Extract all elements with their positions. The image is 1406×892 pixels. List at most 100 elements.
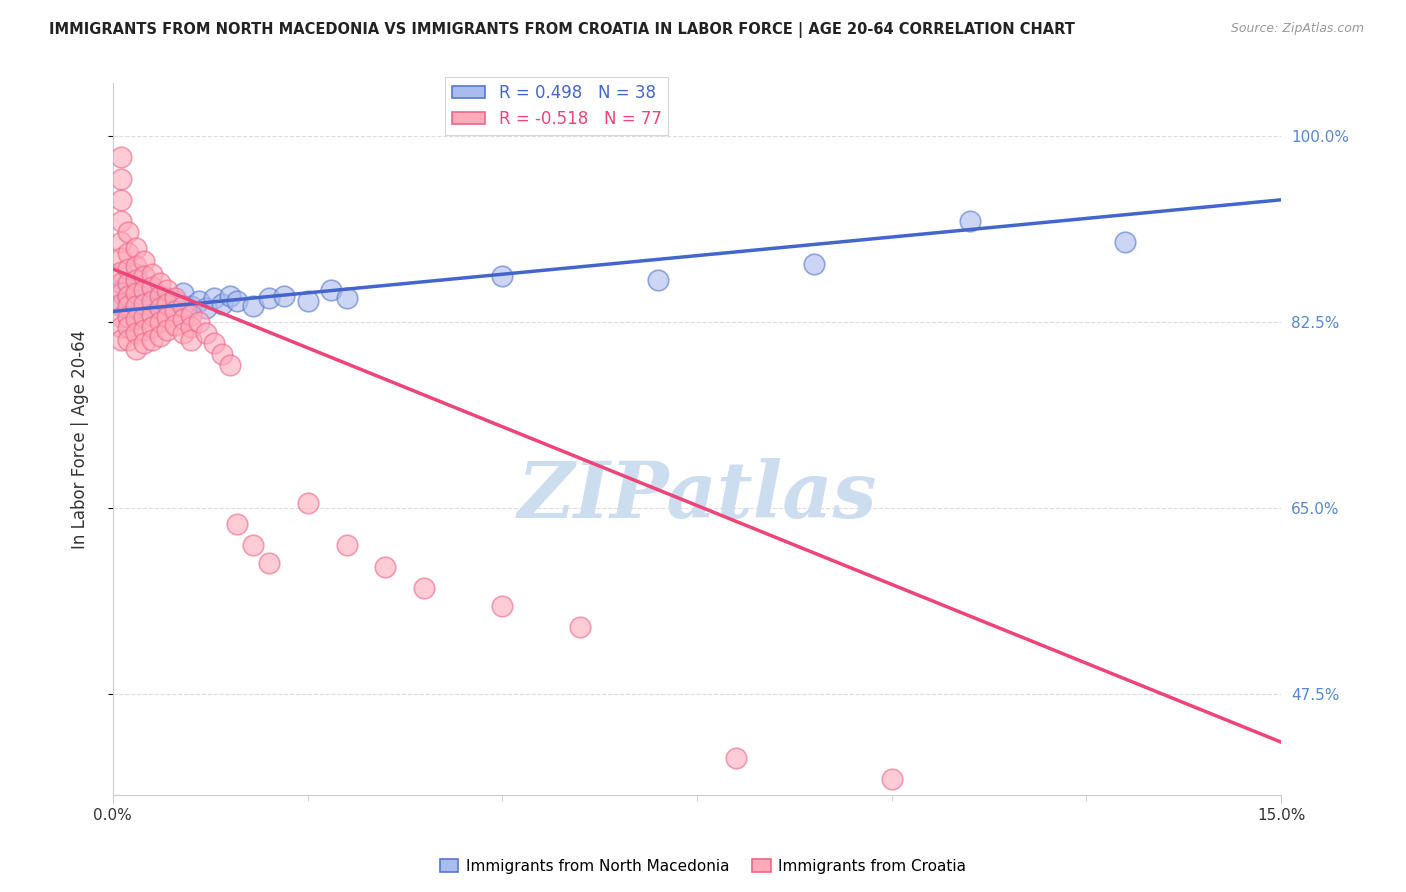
- Point: [803, 257, 825, 271]
- Point: [125, 342, 148, 356]
- Point: [218, 358, 240, 372]
- Point: [141, 280, 163, 294]
- Point: [335, 291, 357, 305]
- Point: [148, 288, 170, 302]
- Point: [172, 312, 194, 326]
- Point: [110, 320, 132, 334]
- Point: [156, 310, 179, 324]
- Point: [297, 496, 319, 510]
- Point: [125, 283, 148, 297]
- Point: [110, 276, 132, 290]
- Point: [647, 272, 669, 286]
- Legend: Immigrants from North Macedonia, Immigrants from Croatia: Immigrants from North Macedonia, Immigra…: [433, 853, 973, 880]
- Point: [257, 291, 280, 305]
- Point: [297, 293, 319, 308]
- Point: [148, 315, 170, 329]
- Point: [374, 559, 396, 574]
- Point: [110, 214, 132, 228]
- Point: [273, 288, 295, 302]
- Point: [156, 322, 179, 336]
- Point: [242, 299, 264, 313]
- Point: [141, 299, 163, 313]
- Point: [195, 301, 218, 316]
- Point: [172, 326, 194, 340]
- Point: [195, 326, 218, 340]
- Point: [141, 320, 163, 334]
- Point: [724, 751, 747, 765]
- Point: [132, 336, 155, 351]
- Point: [148, 299, 170, 313]
- Point: [110, 310, 132, 324]
- Point: [132, 254, 155, 268]
- Point: [172, 286, 194, 301]
- Point: [148, 329, 170, 343]
- Point: [125, 301, 148, 316]
- Point: [1114, 235, 1136, 250]
- Point: [165, 304, 187, 318]
- Point: [110, 265, 132, 279]
- Point: [569, 620, 592, 634]
- Point: [125, 293, 148, 308]
- Point: [110, 299, 132, 313]
- Point: [165, 291, 187, 305]
- Point: [132, 283, 155, 297]
- Point: [117, 288, 139, 302]
- Point: [132, 291, 155, 305]
- Point: [110, 171, 132, 186]
- Point: [132, 310, 155, 324]
- Point: [110, 252, 132, 266]
- Point: [117, 293, 139, 308]
- Point: [156, 291, 179, 305]
- Point: [132, 269, 155, 284]
- Point: [180, 333, 202, 347]
- Point: [117, 310, 139, 324]
- Point: [125, 299, 148, 313]
- Point: [180, 320, 202, 334]
- Point: [180, 299, 202, 313]
- Point: [110, 235, 132, 250]
- Point: [165, 293, 187, 308]
- Point: [180, 308, 202, 322]
- Point: [187, 315, 209, 329]
- Point: [125, 286, 148, 301]
- Point: [141, 293, 163, 308]
- Point: [226, 293, 249, 308]
- Point: [125, 312, 148, 326]
- Point: [156, 297, 179, 311]
- Point: [125, 241, 148, 255]
- Point: [211, 297, 233, 311]
- Point: [141, 293, 163, 308]
- Point: [117, 246, 139, 260]
- Point: [148, 288, 170, 302]
- Y-axis label: In Labor Force | Age 20-64: In Labor Force | Age 20-64: [72, 329, 89, 549]
- Point: [218, 288, 240, 302]
- Point: [125, 326, 148, 340]
- Point: [141, 333, 163, 347]
- Point: [202, 336, 225, 351]
- Point: [959, 214, 981, 228]
- Text: Source: ZipAtlas.com: Source: ZipAtlas.com: [1230, 22, 1364, 36]
- Point: [125, 259, 148, 273]
- Point: [141, 267, 163, 281]
- Point: [141, 308, 163, 322]
- Point: [110, 283, 132, 297]
- Point: [117, 320, 139, 334]
- Text: IMMIGRANTS FROM NORTH MACEDONIA VS IMMIGRANTS FROM CROATIA IN LABOR FORCE | AGE : IMMIGRANTS FROM NORTH MACEDONIA VS IMMIG…: [49, 22, 1076, 38]
- Point: [117, 333, 139, 347]
- Point: [132, 322, 155, 336]
- Point: [117, 261, 139, 276]
- Point: [187, 293, 209, 308]
- Point: [148, 276, 170, 290]
- Point: [132, 283, 155, 297]
- Point: [132, 297, 155, 311]
- Legend: R = 0.498   N = 38, R = -0.518   N = 77: R = 0.498 N = 38, R = -0.518 N = 77: [446, 77, 668, 135]
- Point: [110, 286, 132, 301]
- Point: [491, 599, 513, 613]
- Point: [211, 347, 233, 361]
- Point: [202, 291, 225, 305]
- Point: [110, 297, 132, 311]
- Point: [125, 267, 148, 281]
- Point: [226, 517, 249, 532]
- Point: [110, 333, 132, 347]
- Point: [172, 299, 194, 313]
